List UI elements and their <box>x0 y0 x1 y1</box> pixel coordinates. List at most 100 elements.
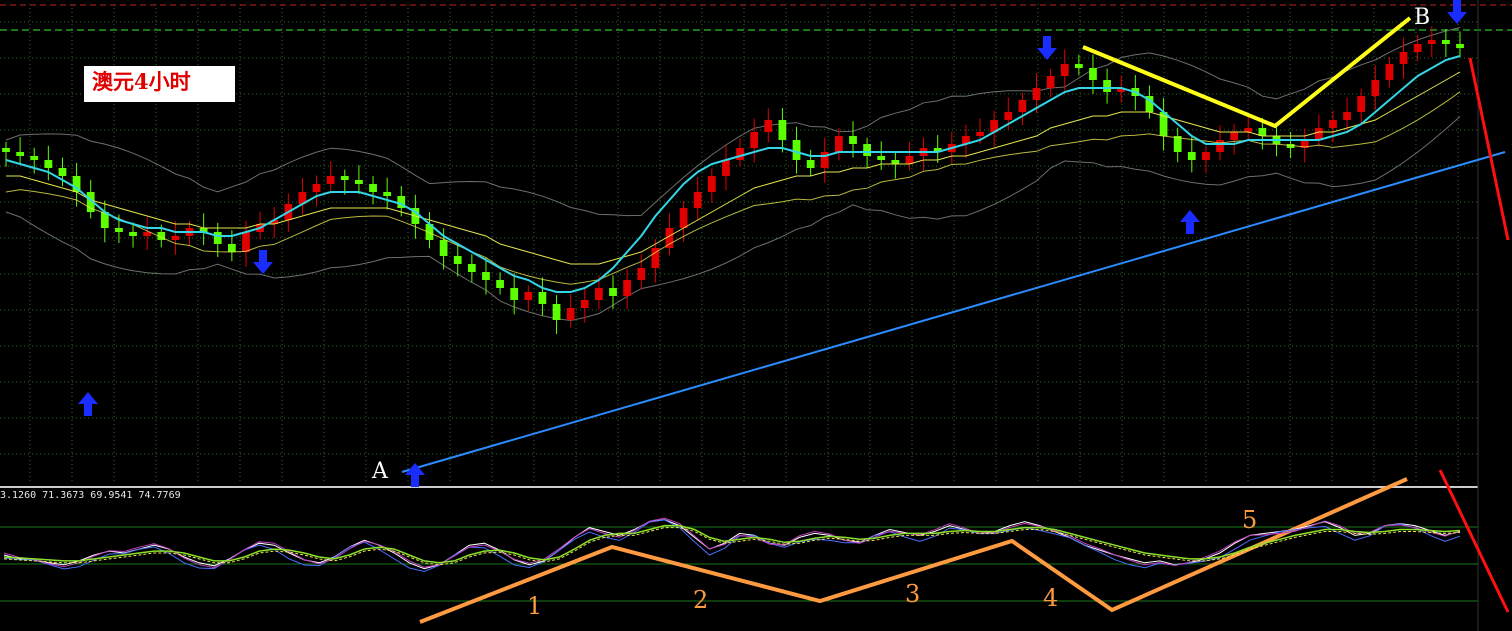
candle-body <box>566 308 575 320</box>
uptrend-line <box>401 151 1506 473</box>
blue-down-arrow-icon <box>1447 0 1467 24</box>
candle-body <box>976 132 984 136</box>
candle-body <box>298 192 307 204</box>
candle-body <box>58 168 67 176</box>
bollinger-lower <box>5 116 1461 322</box>
red-down-line-bottom <box>1438 469 1510 613</box>
candle-body <box>1018 100 1027 112</box>
candle-body <box>242 232 250 252</box>
candle-body <box>820 152 829 168</box>
candle-body <box>86 192 95 212</box>
stoch-d-line <box>3 524 1461 564</box>
candle-body <box>510 288 519 300</box>
candle-body <box>778 120 787 140</box>
candle-body <box>1202 152 1210 160</box>
candle-body <box>326 176 335 184</box>
blue-up-arrow-icon <box>1180 210 1200 234</box>
candle-body <box>1074 64 1083 68</box>
candle-body <box>609 288 617 296</box>
candle-body <box>764 120 773 132</box>
indicator-readout: 3.1260 71.3673 69.9541 74.7769 <box>0 490 181 501</box>
candle-body <box>552 304 561 320</box>
candle-body <box>905 156 914 164</box>
candle-body <box>157 232 166 240</box>
candle-body <box>990 120 999 132</box>
candle-body <box>806 160 815 168</box>
oscillator-panel <box>3 517 1461 573</box>
candle-body <box>1060 64 1069 76</box>
ma-fast-line <box>5 55 1461 293</box>
candle-body <box>199 228 208 232</box>
candle-body <box>1343 112 1351 120</box>
candle-body <box>383 192 392 196</box>
candle-body <box>707 176 716 192</box>
candle-body <box>1244 128 1253 132</box>
stoch-k-line-2 <box>3 519 1461 573</box>
candle-body <box>1216 140 1224 152</box>
candle-body <box>72 176 81 192</box>
candle-body <box>736 148 744 160</box>
blue-down-arrow-icon <box>253 250 273 274</box>
candle-body <box>877 156 886 160</box>
candle-body <box>1413 44 1422 52</box>
candle-body <box>171 236 180 240</box>
candle-body <box>2 148 10 152</box>
candle-body <box>891 160 900 164</box>
candle-body <box>693 192 702 208</box>
stoch-signal-line <box>3 527 1461 566</box>
candle-body <box>933 148 942 152</box>
candle-body <box>1046 76 1055 88</box>
wave-label-3: 3 <box>905 580 920 608</box>
candle-body <box>1300 140 1309 148</box>
candle-body <box>397 196 406 208</box>
bollinger-upper <box>5 27 1461 217</box>
candle-body <box>213 232 222 244</box>
bollinger-bands <box>5 27 1461 322</box>
candle-body <box>115 228 123 232</box>
candle-body <box>1089 68 1097 80</box>
candle-body <box>1442 40 1450 44</box>
point-a-label: A <box>371 459 389 484</box>
ma-slow-line <box>6 71 1461 265</box>
candle-body <box>1032 88 1041 100</box>
candle-body <box>679 208 688 228</box>
chart-title: 澳元4小时 <box>92 69 191 94</box>
candle-body <box>1173 136 1182 152</box>
candle-body <box>453 256 462 264</box>
candle-body <box>849 136 857 144</box>
candle-body <box>1187 152 1196 160</box>
candle-body <box>665 228 674 248</box>
candle-body <box>44 160 53 168</box>
candle-body <box>1399 52 1408 64</box>
wave-label-4: 4 <box>1043 584 1058 612</box>
candle-body <box>1258 128 1267 136</box>
candle-body <box>595 288 603 300</box>
candle-body <box>1103 80 1111 92</box>
yellow-pattern-line <box>1082 16 1412 129</box>
candle-body <box>1159 112 1168 136</box>
candle-body <box>16 152 24 156</box>
candle-body <box>962 136 970 144</box>
ma-slow-line-2 <box>5 91 1461 285</box>
candle-body <box>1371 80 1380 96</box>
candle-body <box>1427 40 1436 44</box>
candle-body <box>312 184 321 192</box>
candle-body <box>792 140 801 160</box>
candle-body <box>651 248 660 268</box>
title-box <box>84 66 235 102</box>
candle-body <box>467 264 476 272</box>
blue-down-arrow-icon <box>1037 36 1057 60</box>
candle-body <box>637 268 646 280</box>
candle-body <box>227 244 236 252</box>
candle-body <box>340 176 349 180</box>
candle-body <box>524 292 533 300</box>
candle-body <box>1145 96 1154 112</box>
candle-body <box>355 180 363 184</box>
candle-body <box>750 132 759 148</box>
candle-body <box>496 280 504 288</box>
moving-averages <box>5 55 1461 293</box>
candle-body <box>1314 128 1323 140</box>
candle-body <box>722 160 730 176</box>
